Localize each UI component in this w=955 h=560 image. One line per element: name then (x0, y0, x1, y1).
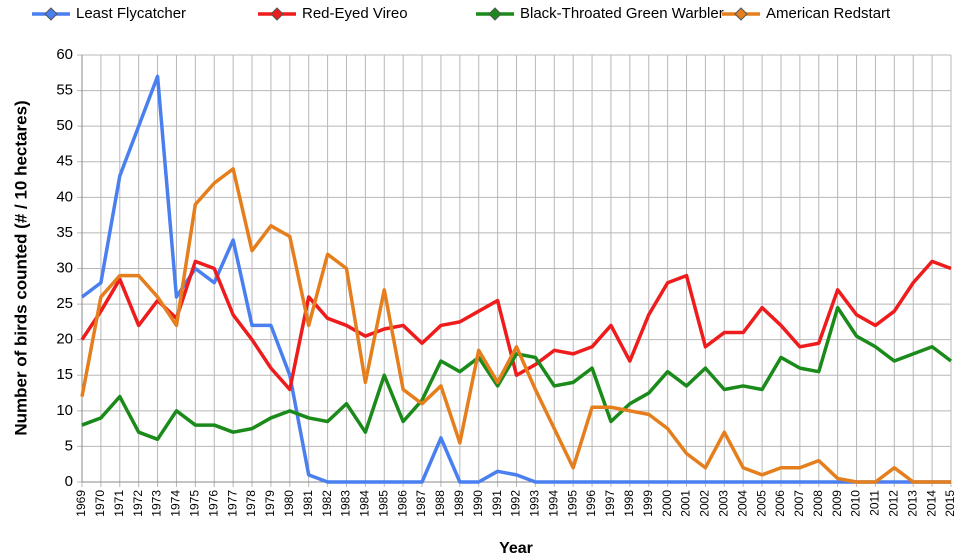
x-tick-label: 1970 (93, 490, 107, 517)
x-tick-label: 1980 (282, 490, 296, 517)
legend-label: Least Flycatcher (76, 5, 186, 22)
y-tick-label: 50 (56, 117, 73, 134)
x-tick-label: 2004 (735, 490, 749, 517)
x-tick-label: 1995 (565, 490, 579, 517)
x-tick-label: 1989 (452, 490, 466, 517)
x-tick-label: 1999 (641, 490, 655, 517)
x-tick-label: 1994 (546, 490, 560, 517)
x-tick-label: 1988 (433, 490, 447, 517)
x-tick-label: 1990 (471, 490, 485, 517)
y-tick-label: 0 (65, 473, 73, 490)
x-tick-label: 1979 (263, 490, 277, 517)
x-tick-label: 2015 (943, 490, 955, 517)
legend-marker (270, 7, 284, 21)
x-tick-label: 1996 (584, 490, 598, 517)
legend-marker (44, 7, 58, 21)
series-line (80, 74, 951, 484)
x-tick-label: 1998 (622, 490, 636, 517)
x-tick-label: 1972 (131, 490, 145, 517)
x-tick-label: 2007 (792, 490, 806, 517)
x-tick-label: 1986 (395, 490, 409, 517)
x-tick-label: 2005 (754, 490, 768, 517)
x-tick-label: 1971 (112, 490, 126, 517)
x-tick-label: 1983 (339, 490, 353, 517)
legend-marker (734, 7, 748, 21)
y-tick-label: 15 (56, 366, 73, 383)
x-tick-label: 2002 (698, 490, 712, 517)
x-tick-label: 1975 (188, 490, 202, 517)
x-tick-label: 1981 (301, 490, 315, 517)
legend-label: American Redstart (766, 5, 891, 22)
x-tick-label: 2013 (905, 490, 919, 517)
x-tick-label: 2000 (660, 490, 674, 517)
x-tick-label: 1987 (414, 490, 428, 517)
y-tick-label: 20 (56, 331, 73, 348)
x-tick-label: 1991 (490, 490, 504, 517)
x-tick-label: 1969 (74, 490, 88, 517)
y-tick-label: 45 (56, 153, 73, 170)
x-tick-label: 1985 (376, 490, 390, 517)
x-tick-label: 2010 (849, 490, 863, 517)
x-tick-label: 2006 (773, 490, 787, 517)
x-tick-label: 1982 (320, 490, 334, 517)
series-line (81, 305, 953, 442)
x-tick-label: 1992 (509, 490, 523, 517)
x-tick-label: 1973 (150, 490, 164, 517)
x-tick-label: 1974 (169, 490, 183, 517)
x-tick-label: 2014 (924, 490, 938, 517)
y-tick-label: 30 (56, 259, 73, 276)
y-tick-label: 40 (56, 188, 73, 205)
x-tick-label: 2001 (679, 490, 693, 517)
x-tick-label: 1993 (528, 490, 542, 517)
series-line (80, 167, 951, 484)
y-tick-label: 35 (56, 224, 73, 241)
x-tick-label: 2008 (811, 490, 825, 517)
x-tick-label: 1984 (358, 490, 372, 517)
legend-marker (488, 7, 502, 21)
legend-label: Red-Eyed Vireo (302, 5, 408, 22)
x-tick-label: 1978 (244, 490, 258, 517)
y-tick-label: 55 (56, 82, 73, 99)
x-tick-label: 2009 (830, 490, 844, 517)
x-tick-label: 2012 (886, 490, 900, 517)
y-tick-label: 60 (56, 46, 73, 63)
legend-label: Black-Throated Green Warbler (520, 5, 724, 22)
x-tick-label: 1976 (206, 490, 220, 517)
series-line (80, 259, 952, 392)
x-axis-label: Year (499, 540, 533, 557)
y-axis-label: Number of birds counted (# / 10 hectares… (11, 100, 30, 435)
x-tick-label: 2011 (868, 490, 882, 516)
x-tick-label: 2003 (716, 490, 730, 517)
y-tick-label: 5 (65, 437, 73, 454)
x-tick-label: 1997 (603, 490, 617, 517)
y-tick-label: 10 (56, 402, 73, 419)
x-tick-label: 1977 (225, 490, 239, 517)
y-tick-label: 25 (56, 295, 73, 312)
